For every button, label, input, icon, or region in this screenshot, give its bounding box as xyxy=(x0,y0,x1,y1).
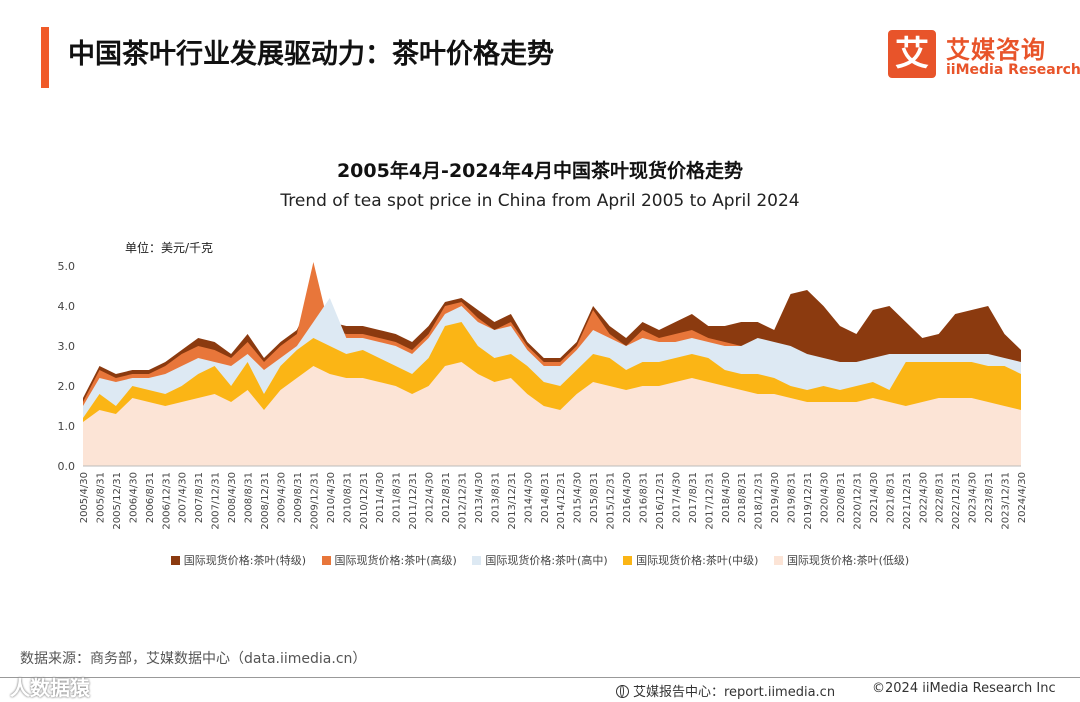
legend-swatch-upper-mid xyxy=(472,556,482,565)
y-tick-label: 2.0 xyxy=(58,380,76,393)
x-tick-label: 2023/8/31 xyxy=(984,472,995,523)
x-tick-label: 2008/12/31 xyxy=(260,472,271,530)
data-source-note: 数据来源：商务部，艾媒数据中心（data.iimedia.cn） xyxy=(20,651,367,667)
y-tick-label: 1.0 xyxy=(58,420,76,433)
iimedia-logo: 艾 艾媒咨询 iiMedia Research xyxy=(888,30,1080,82)
footer-divider xyxy=(0,677,1080,678)
x-tick-label: 2016/12/31 xyxy=(655,472,666,530)
logo-cn-text: 艾媒咨询 xyxy=(946,36,1046,64)
chart-legend: 国际现货价格:茶叶(特级) 国际现货价格:茶叶(高级) 国际现货价格:茶叶(高中… xyxy=(0,552,1080,568)
x-tick-label: 2007/4/30 xyxy=(178,472,189,523)
legend-item-upper-mid: 国际现货价格:茶叶(高中) xyxy=(472,552,608,568)
x-tick-label: 2021/4/30 xyxy=(869,472,880,523)
x-tick-label: 2007/8/31 xyxy=(194,472,205,523)
x-tick-label: 2022/4/30 xyxy=(918,472,929,523)
x-tick-label: 2012/4/30 xyxy=(425,472,436,523)
x-tick-label: 2013/12/31 xyxy=(507,472,518,530)
x-tick-label: 2005/8/31 xyxy=(96,472,107,523)
footer-report-center: 艾媒报告中心：report.iimedia.cn xyxy=(616,681,835,700)
x-tick-label: 2022/8/31 xyxy=(935,472,946,523)
x-tick-label: 2021/8/31 xyxy=(885,472,896,523)
legend-label-mid: 国际现货价格:茶叶(中级) xyxy=(636,554,759,567)
legend-swatch-low xyxy=(773,556,783,565)
x-tick-label: 2019/4/30 xyxy=(770,472,781,523)
footer-copyright: ©2024 iiMedia Research Inc xyxy=(872,681,1056,696)
x-tick-label: 2015/12/31 xyxy=(606,472,617,530)
chart-unit-label: 单位：美元/千克 xyxy=(125,241,214,255)
title-accent-bar xyxy=(41,27,49,88)
legend-label-low: 国际现货价格:茶叶(低级) xyxy=(786,554,910,567)
legend-item-mid: 国际现货价格:茶叶(中级) xyxy=(623,552,758,568)
legend-item-low: 国际现货价格:茶叶(低级) xyxy=(773,552,910,568)
chart-subtitle: Trend of tea spot price in China from Ap… xyxy=(280,191,800,211)
legend-item-high: 国际现货价格:茶叶(高级) xyxy=(321,552,457,568)
x-tick-label: 2020/12/31 xyxy=(852,472,863,530)
x-tick-label: 2016/8/31 xyxy=(639,472,650,523)
x-tick-label: 2020/4/30 xyxy=(820,472,831,523)
x-tick-label: 2008/4/30 xyxy=(227,472,238,523)
x-tick-label: 2013/8/31 xyxy=(490,472,501,523)
y-tick-label: 4.0 xyxy=(58,300,76,313)
x-tick-label: 2014/4/30 xyxy=(523,472,534,523)
logo-mark-icon: 艾 xyxy=(888,30,936,78)
legend-label-premium: 国际现货价格:茶叶(特级) xyxy=(183,554,307,567)
x-tick-label: 2017/4/30 xyxy=(671,472,682,523)
x-tick-label: 2005/4/30 xyxy=(79,472,90,523)
x-tick-label: 2018/12/31 xyxy=(754,472,765,530)
x-tick-label: 2009/4/30 xyxy=(277,472,288,523)
x-tick-label: 2023/4/30 xyxy=(968,472,979,523)
x-tick-label: 2010/4/30 xyxy=(326,472,337,523)
legend-swatch-high xyxy=(321,556,331,565)
y-tick-label: 5.0 xyxy=(58,260,76,273)
globe-icon xyxy=(616,685,629,698)
x-tick-label: 2011/12/31 xyxy=(408,472,419,530)
x-tick-label: 2015/4/30 xyxy=(573,472,584,523)
y-tick-label: 3.0 xyxy=(58,340,76,353)
x-tick-label: 2013/4/30 xyxy=(474,472,485,523)
x-tick-label: 2016/4/30 xyxy=(622,472,633,523)
x-tick-label: 2010/12/31 xyxy=(359,472,370,530)
tea-price-area-chart: 0.0 1.0 2.0 3.0 4.0 5.0 2005/4/30 2005/8/31 2005… xyxy=(58,260,1029,530)
x-tick-label: 2020/8/31 xyxy=(836,472,847,523)
logo-en-text: iiMedia Research xyxy=(946,62,1080,78)
x-tick-label: 2014/12/31 xyxy=(556,472,567,530)
footer-watermark: 人数据猿 xyxy=(10,676,90,700)
x-tick-label: 2011/8/31 xyxy=(392,472,403,523)
y-tick-label: 0.0 xyxy=(58,460,76,473)
x-tick-label: 2019/12/31 xyxy=(803,472,814,530)
x-tick-label: 2006/8/31 xyxy=(145,472,156,523)
x-tick-label: 2017/12/31 xyxy=(704,472,715,530)
x-tick-label: 2018/8/31 xyxy=(737,472,748,523)
area-series-4 xyxy=(83,362,1021,466)
x-tick-label: 2015/8/31 xyxy=(589,472,600,523)
x-tick-label: 2018/4/30 xyxy=(721,472,732,523)
legend-swatch-mid xyxy=(623,556,633,565)
x-tick-label: 2022/12/31 xyxy=(951,472,962,530)
legend-label-high: 国际现货价格:茶叶(高级) xyxy=(334,554,457,567)
legend-swatch-premium xyxy=(170,556,180,565)
x-tick-label: 2023/12/31 xyxy=(1001,472,1012,530)
x-tick-label: 2007/12/31 xyxy=(211,472,222,530)
x-tick-label: 2014/8/31 xyxy=(540,472,551,523)
chart-title: 2005年4月-2024年4月中国茶叶现货价格走势 xyxy=(336,160,744,182)
x-tick-label: 2024/4/30 xyxy=(1017,472,1028,523)
x-tick-label: 2005/12/31 xyxy=(112,472,123,530)
footer-report-center-text: 艾媒报告中心：report.iimedia.cn xyxy=(633,685,836,700)
x-tick-label: 2017/8/31 xyxy=(688,472,699,523)
x-tick-label: 2021/12/31 xyxy=(902,472,913,530)
x-tick-label: 2010/8/31 xyxy=(342,472,353,523)
x-tick-label: 2009/12/31 xyxy=(309,472,320,530)
x-tick-label: 2006/4/30 xyxy=(128,472,139,523)
legend-item-premium: 国际现货价格:茶叶(特级) xyxy=(170,552,307,568)
x-tick-label: 2006/12/31 xyxy=(161,472,172,530)
x-tick-label: 2008/8/31 xyxy=(244,472,255,523)
x-tick-label: 2012/12/31 xyxy=(458,472,469,530)
legend-label-upper-mid: 国际现货价格:茶叶(高中) xyxy=(485,554,608,567)
x-tick-label: 2011/4/30 xyxy=(375,472,386,523)
x-tick-label: 2012/8/31 xyxy=(441,472,452,523)
page-title: 中国茶叶行业发展驱动力：茶叶价格走势 xyxy=(68,39,554,70)
x-tick-label: 2009/8/31 xyxy=(293,472,304,523)
x-tick-label: 2019/8/31 xyxy=(787,472,798,523)
